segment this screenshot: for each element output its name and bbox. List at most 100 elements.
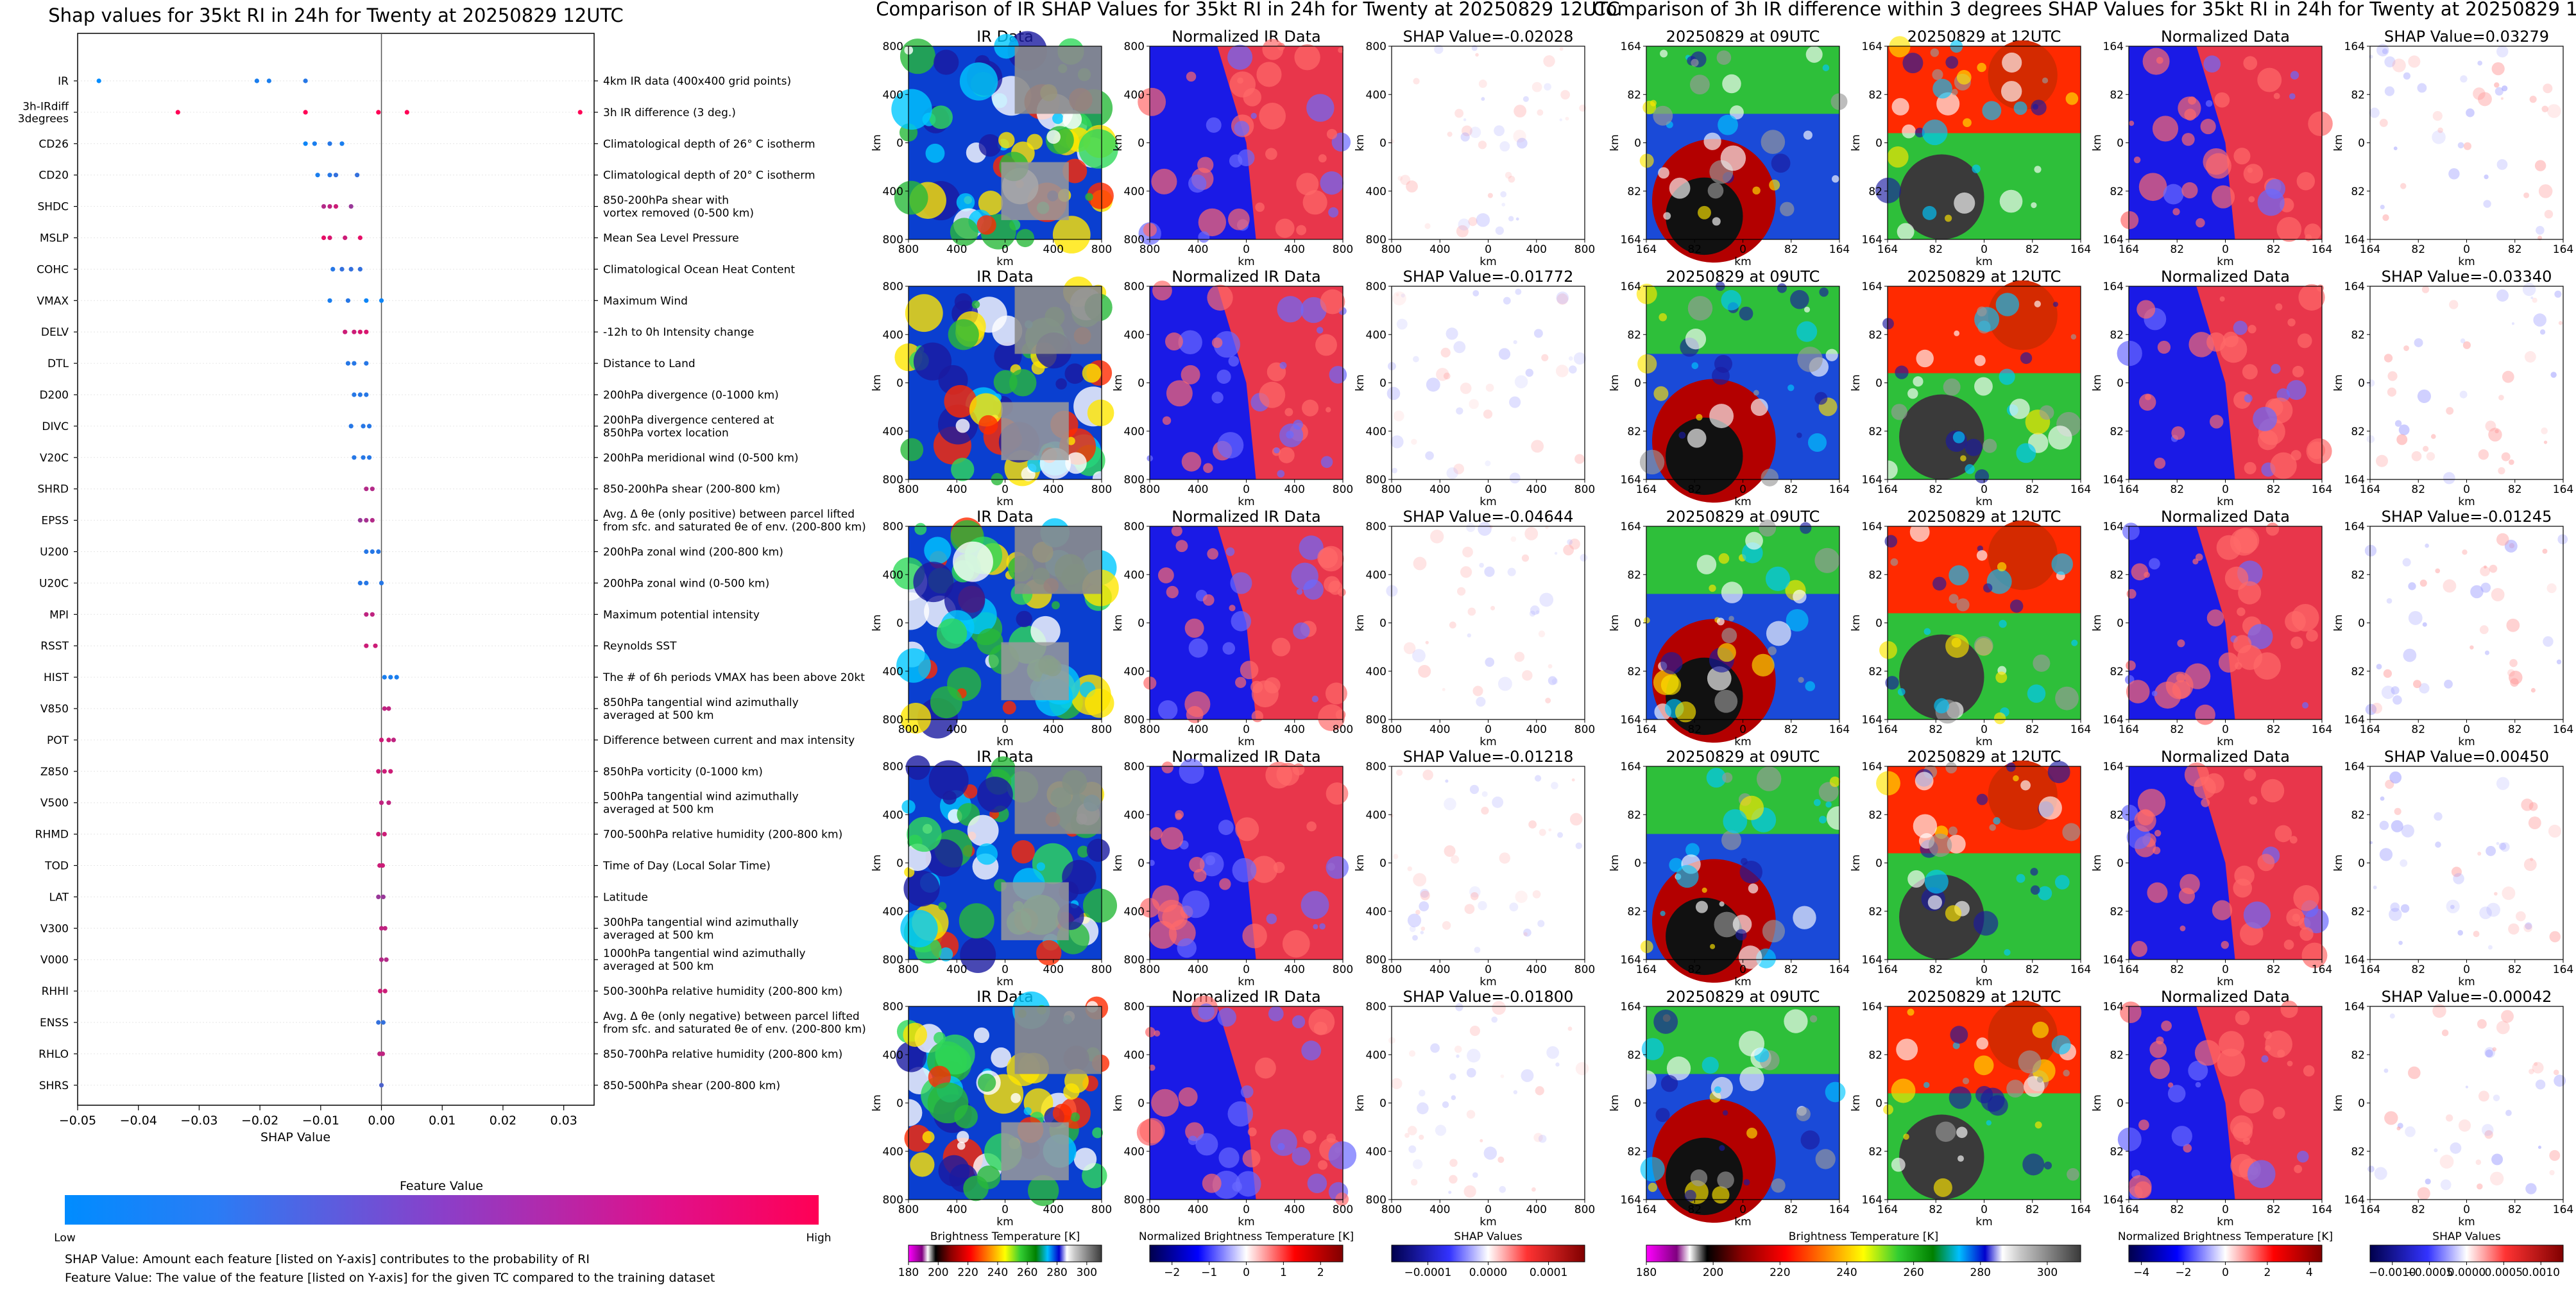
feature-code-label: COHC xyxy=(37,263,69,276)
shap-blob xyxy=(2495,429,2499,434)
column-title: 20250829 at 09UTC xyxy=(1666,748,1820,766)
y-tick-label: 82 xyxy=(1868,89,1882,101)
normalized-blob xyxy=(1293,622,1310,640)
y-tick-label: 800 xyxy=(1124,1194,1145,1207)
bt-blob xyxy=(1660,49,1668,58)
bt-blob xyxy=(1761,469,1779,487)
shap-blob xyxy=(2389,908,2402,921)
bt-blob xyxy=(1643,617,1650,624)
shap-blob xyxy=(1469,126,1481,139)
x-tick-label: 82 xyxy=(2170,243,2184,256)
normalized-blob xyxy=(2297,333,2312,349)
shap-blob xyxy=(1481,97,1485,101)
bt-blob xyxy=(1641,1038,1664,1060)
shap-point xyxy=(361,424,366,429)
shap-blob xyxy=(2502,886,2516,900)
normalized-blob xyxy=(2172,208,2180,216)
y-tick-label: 82 xyxy=(1627,329,1641,341)
shap-point xyxy=(327,298,332,303)
shap-blob xyxy=(1453,341,1466,354)
bt-blob xyxy=(1825,1081,1846,1103)
bt-blob xyxy=(1949,594,1959,604)
normalized-blob xyxy=(2137,789,2166,817)
feature-description-label: averaged at 500 km xyxy=(603,960,714,973)
x-tick-label: 164 xyxy=(1877,963,1898,976)
shap-blob xyxy=(2477,92,2492,107)
shap-point xyxy=(376,1020,381,1025)
x-tick-label: 0 xyxy=(2463,483,2470,496)
feature-description-label: 850-500hPa shear (200-800 km) xyxy=(603,1080,780,1092)
x-tick-label: 82 xyxy=(1929,1203,1943,1216)
low-label: Low xyxy=(54,1232,76,1245)
normalized-blob xyxy=(2149,1058,2170,1080)
ir-cloud-blob xyxy=(1009,369,1037,397)
ir-warm-region xyxy=(1014,526,1102,594)
feature-description-label: 500-300hPa relative humidity (200-800 km… xyxy=(603,985,842,998)
bt-blob xyxy=(1707,666,1732,691)
shap-blob xyxy=(2381,685,2395,700)
ir-cloud-blob xyxy=(1016,610,1032,628)
shap-point xyxy=(345,361,351,366)
shap-blob xyxy=(1466,1067,1476,1078)
shap-blob xyxy=(1529,610,1536,617)
shap-blob xyxy=(1557,832,1564,838)
ir-cloud-blob xyxy=(948,319,979,350)
y-axis-label: km xyxy=(871,134,883,151)
bt-blob xyxy=(2002,52,2022,73)
normalized-blob xyxy=(2289,93,2296,99)
shap-blob xyxy=(2538,1146,2541,1150)
normalized-blob xyxy=(1242,1150,1261,1167)
bt-blob xyxy=(2055,686,2079,711)
normalized-blob xyxy=(2117,340,2142,366)
x-tick-label: 800 xyxy=(1574,483,1595,496)
shap-blob xyxy=(2384,1068,2389,1073)
shap-blob xyxy=(1539,829,1546,836)
bt-blob xyxy=(1897,223,1915,241)
normalized-blob xyxy=(1265,148,1277,160)
shap-blob xyxy=(1449,1158,1458,1167)
shap-blob xyxy=(2386,598,2393,604)
feature-code-label: POT xyxy=(47,734,69,747)
bt-blob xyxy=(2070,334,2077,340)
feature-description-label: from sfc. and saturated θe of env. (200-… xyxy=(603,1023,866,1036)
x-tick-label: 164 xyxy=(2312,723,2332,736)
shap-blob xyxy=(2543,83,2553,94)
shap-point xyxy=(364,487,369,492)
shap-value-title: SHAP Value=-0.01218 xyxy=(1403,748,1574,766)
feature-description-label: 3h IR difference (3 deg.) xyxy=(603,107,736,119)
normalized-blob xyxy=(1229,154,1243,168)
bt-blob xyxy=(1766,621,1791,646)
bt-blob xyxy=(1887,146,1909,168)
shap-blob xyxy=(2470,585,2484,599)
ir-cloud-blob xyxy=(977,1165,1001,1189)
feature-description-label: vortex removed (0-500 km) xyxy=(603,207,754,220)
normalized-blob xyxy=(2179,926,2186,931)
shap-blob xyxy=(1567,539,1573,545)
normalized-blob xyxy=(2286,380,2307,401)
normalized-blob xyxy=(2247,1160,2276,1189)
bt-blob xyxy=(1822,64,1830,71)
bt-blob xyxy=(1983,583,1993,593)
shap-blob xyxy=(2543,440,2548,444)
ir-cloud-blob xyxy=(910,1152,935,1177)
x-tick-label: 164 xyxy=(2360,1203,2380,1216)
feature-code-label: RSST xyxy=(40,640,69,653)
x-tick-label: 82 xyxy=(2411,723,2425,736)
bt-blob xyxy=(1685,843,1700,857)
normalized-blob xyxy=(2177,639,2185,648)
x-tick-label: 400 xyxy=(1526,963,1547,976)
shap-blob xyxy=(2434,812,2443,821)
shap-point xyxy=(376,110,381,115)
bt-blob xyxy=(1720,145,1746,171)
y-axis-label: km xyxy=(1608,614,1621,631)
normalized-blob xyxy=(1291,562,1318,590)
normalized-blob xyxy=(2212,185,2235,209)
y-tick-label: 0 xyxy=(2117,137,2124,150)
bt-blob xyxy=(1729,105,1744,120)
shap-blob xyxy=(1467,1049,1481,1063)
ir-diff-shap-comparison-panel: Comparison of 3h IR difference within 3 … xyxy=(1592,0,2576,1279)
shap-point xyxy=(370,612,375,617)
normalized-blob xyxy=(2265,1030,2293,1058)
normalized-blob xyxy=(1216,369,1231,384)
shap-blob xyxy=(2403,72,2411,80)
